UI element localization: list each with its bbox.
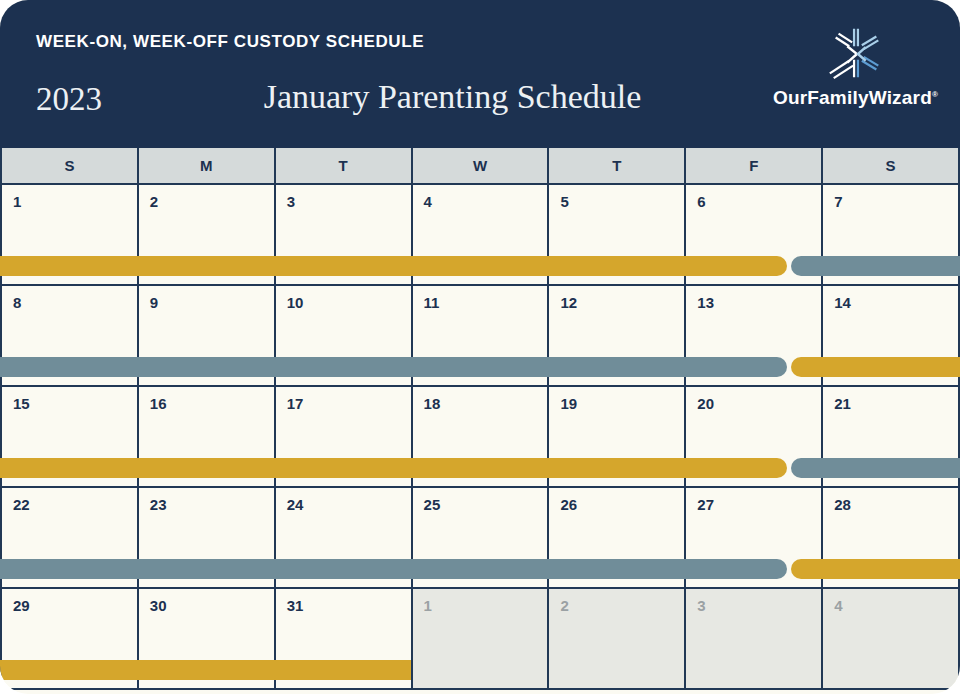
custody-bar-gold	[0, 256, 787, 276]
calendar-cell: 2	[549, 589, 686, 690]
date-number: 13	[697, 294, 821, 311]
date-number: 7	[834, 193, 958, 210]
date-number: 9	[150, 294, 274, 311]
weekday-header-cell: T	[276, 148, 413, 185]
brand-logo: OurFamilyWizard®	[773, 22, 938, 109]
date-number: 4	[834, 597, 958, 614]
custody-bar-gold	[0, 458, 787, 478]
date-number: 20	[697, 395, 821, 412]
custody-bar-gold	[0, 660, 411, 680]
calendar-card: WEEK-ON, WEEK-OFF CUSTODY SCHEDULE 2023 …	[0, 0, 960, 694]
custody-bar-gold	[791, 357, 960, 377]
date-number: 3	[287, 193, 411, 210]
date-number: 10	[287, 294, 411, 311]
date-number: 24	[287, 496, 411, 513]
date-number: 4	[424, 193, 548, 210]
date-number: 5	[560, 193, 684, 210]
date-number: 1	[424, 597, 548, 614]
date-number: 12	[560, 294, 684, 311]
snowflake-logo-icon	[825, 22, 887, 84]
date-number: 21	[834, 395, 958, 412]
calendar-cell: 1	[413, 589, 550, 690]
weekday-header-cell: F	[686, 148, 823, 185]
weekday-header-cell: W	[413, 148, 550, 185]
calendar-grid: 1234567891011121314151617181920212223242…	[0, 185, 960, 690]
weekday-header-row: SMTWTFS	[0, 148, 960, 185]
date-number: 16	[150, 395, 274, 412]
registered-mark: ®	[932, 90, 938, 99]
date-number: 29	[13, 597, 137, 614]
calendar-week-row: 1234567	[0, 185, 960, 286]
date-number: 1	[13, 193, 137, 210]
weekday-header-cell: M	[139, 148, 276, 185]
date-number: 31	[287, 597, 411, 614]
custody-bar-gold	[791, 559, 960, 579]
calendar-week-row: 15 16 17 18 19 20 21	[0, 387, 960, 488]
date-number: 26	[560, 496, 684, 513]
calendar-week-row: 22 23 24 25 26 27 28	[0, 488, 960, 589]
date-number: 22	[13, 496, 137, 513]
date-number: 18	[424, 395, 548, 412]
calendar-week-row: 89 10 11 12 13 14	[0, 286, 960, 387]
calendar-cell: 3	[686, 589, 823, 690]
custody-bar-slate	[791, 458, 960, 478]
date-number: 14	[834, 294, 958, 311]
date-number: 30	[150, 597, 274, 614]
weekday-header-cell: T	[549, 148, 686, 185]
date-number: 19	[560, 395, 684, 412]
weekday-header-cell: S	[0, 148, 139, 185]
date-number: 2	[560, 597, 684, 614]
date-number: 3	[697, 597, 821, 614]
date-number: 8	[13, 294, 137, 311]
custody-bar-slate	[791, 256, 960, 276]
banner-title: WEEK-ON, WEEK-OFF CUSTODY SCHEDULE	[36, 32, 424, 52]
date-number: 6	[697, 193, 821, 210]
calendar-cell: 4	[823, 589, 960, 690]
custody-bar-slate	[0, 357, 787, 377]
date-number: 23	[150, 496, 274, 513]
brand-name: OurFamilyWizard®	[773, 87, 938, 109]
date-number: 27	[697, 496, 821, 513]
date-number: 17	[287, 395, 411, 412]
weekday-header-cell: S	[823, 148, 960, 185]
date-number: 25	[424, 496, 548, 513]
page-title: January Parenting Schedule	[225, 78, 680, 116]
year-label: 2023	[36, 81, 102, 118]
date-number: 11	[424, 294, 548, 311]
custody-bar-slate	[0, 559, 787, 579]
date-number: 15	[13, 395, 137, 412]
date-number: 2	[150, 193, 274, 210]
calendar-week-row: 29 30 31 1234	[0, 589, 960, 690]
header: WEEK-ON, WEEK-OFF CUSTODY SCHEDULE 2023 …	[0, 0, 960, 148]
date-number: 28	[834, 496, 958, 513]
